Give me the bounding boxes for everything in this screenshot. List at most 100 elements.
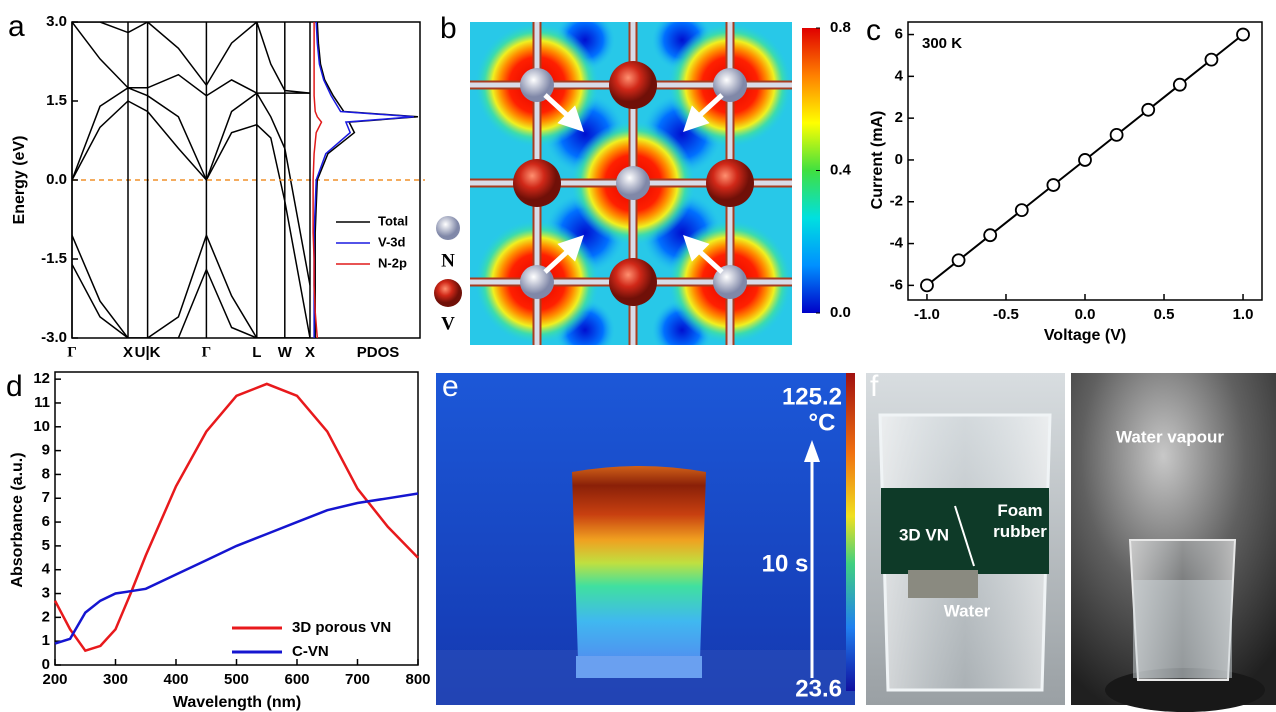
time-label: 10 s: [762, 550, 809, 577]
y-tick-label: 12: [33, 370, 50, 387]
data-point: [1047, 179, 1059, 191]
x-tick-label: W: [278, 344, 293, 361]
y-tick-label: 0: [895, 151, 903, 168]
data-point: [1016, 204, 1028, 216]
page: {"chart_data": [ {"type": "band-structur…: [0, 0, 1276, 712]
x-axis-title: PDOS: [357, 344, 400, 361]
x-axis-title: Voltage (V): [1044, 327, 1126, 344]
y-axis-title: Absorbance (a.u.): [9, 452, 26, 587]
y-tick-label: 11: [34, 394, 50, 411]
legend-label: 3D porous VN: [292, 619, 391, 636]
legend-label: Total: [378, 213, 408, 228]
x-tick-label: 200: [42, 671, 67, 688]
colorbar-label: 0.8: [830, 19, 851, 36]
data-point: [953, 254, 965, 266]
atom-label: N: [441, 250, 455, 271]
y-tick-label: 6: [42, 513, 50, 530]
band: [72, 101, 310, 338]
data-point: [1142, 104, 1154, 116]
y-tick-label: 2: [895, 109, 903, 126]
data-point: [1205, 54, 1217, 66]
density-map: [470, 10, 792, 360]
min-temperature: 23.6: [795, 675, 842, 702]
x-tick-label: 800: [405, 671, 430, 688]
legend-label: N-2p: [378, 255, 407, 270]
y-tick-label: -3.0: [41, 329, 67, 346]
beaker-base: [576, 656, 702, 678]
x-tick-label: Γ: [67, 344, 77, 360]
y-tick-label: -4: [890, 235, 904, 252]
y-tick-label: -1.5: [41, 250, 67, 267]
y-tick-label: 5: [42, 537, 50, 554]
vapour-label: Water vapour: [1116, 427, 1224, 446]
y-tick-label: 1: [42, 632, 50, 649]
y-tick-label: 6: [895, 26, 903, 43]
x-tick-label: 500: [224, 671, 249, 688]
x-tick-label: L: [252, 344, 261, 361]
n-atom-key: [436, 216, 460, 240]
y-tick-label: 4: [895, 67, 904, 84]
x-tick-label: U|K: [135, 344, 161, 361]
pdos-line: [315, 22, 418, 338]
x-tick-label: -0.5: [993, 306, 1019, 323]
colorbar-label: 0.0: [830, 304, 851, 321]
support-label: Foam rubber: [985, 500, 1055, 542]
legend-label: V-3d: [378, 234, 406, 249]
y-tick-label: 10: [33, 418, 50, 435]
y-tick-label: -2: [890, 193, 903, 210]
data-point: [1111, 129, 1123, 141]
support-label-box: Foam rubber: [985, 500, 1055, 550]
y-tick-label: -6: [890, 276, 903, 293]
x-tick-label: Γ: [202, 344, 212, 360]
y-tick-label: 8: [42, 465, 50, 482]
data-point: [984, 229, 996, 241]
figure: Foam rubber a Energy (eV) 3.0 1.5 0.0 -1.5 -3.…: [0, 0, 1276, 712]
x-tick-label: -1.0: [914, 306, 940, 323]
y-tick-label: 0.0: [46, 171, 67, 188]
x-tick-label: X: [305, 344, 315, 361]
band: [72, 264, 310, 338]
colorbar-label: 0.4: [830, 161, 852, 178]
liquid-label: Water: [944, 601, 991, 620]
water-in-beaker: [1133, 580, 1232, 678]
data-point: [1237, 29, 1249, 41]
y-tick-label: 7: [42, 489, 50, 506]
x-tick-label: 0.0: [1075, 306, 1096, 323]
thermal-colorbar: [846, 373, 855, 691]
data-point: [1174, 79, 1186, 91]
atom-label: V: [441, 313, 455, 334]
x-tick-label: X: [123, 344, 133, 361]
y-axis-title: Energy (eV): [11, 136, 28, 225]
max-temperature: 125.2: [782, 383, 842, 410]
annotation: 300 K: [922, 35, 962, 52]
data-point: [921, 279, 933, 291]
film-label: 3D VN: [899, 525, 949, 544]
data-point: [1079, 154, 1091, 166]
band: [72, 88, 310, 180]
series: [55, 384, 418, 651]
y-tick-label: 1.5: [46, 92, 67, 109]
y-tick-label: 3.0: [46, 13, 67, 30]
panel-letter: e: [442, 370, 459, 403]
x-tick-label: 400: [163, 671, 188, 688]
y-axis-title: Current (mA): [869, 111, 886, 210]
y-tick-label: 2: [42, 608, 50, 625]
x-tick-label: 1.0: [1233, 306, 1254, 323]
x-tick-label: 0.5: [1154, 306, 1175, 323]
foam-block: [908, 570, 978, 598]
legend-label: C-VN: [292, 643, 329, 660]
beaker-thermal: [572, 466, 706, 660]
band: [72, 22, 310, 93]
y-tick-label: 3: [42, 585, 50, 602]
panel-letter: a: [8, 10, 25, 43]
y-tick-label: 9: [42, 442, 50, 459]
panel-letter: f: [870, 370, 879, 403]
panel-letter: d: [6, 370, 23, 403]
x-tick-label: 700: [345, 671, 370, 688]
data-line: [55, 384, 418, 651]
panel-letter: c: [866, 14, 881, 47]
temperature-unit: °C: [809, 409, 836, 436]
series: [921, 29, 1249, 292]
x-tick-label: 600: [284, 671, 309, 688]
x-axis-title: Wavelength (nm): [173, 694, 301, 711]
